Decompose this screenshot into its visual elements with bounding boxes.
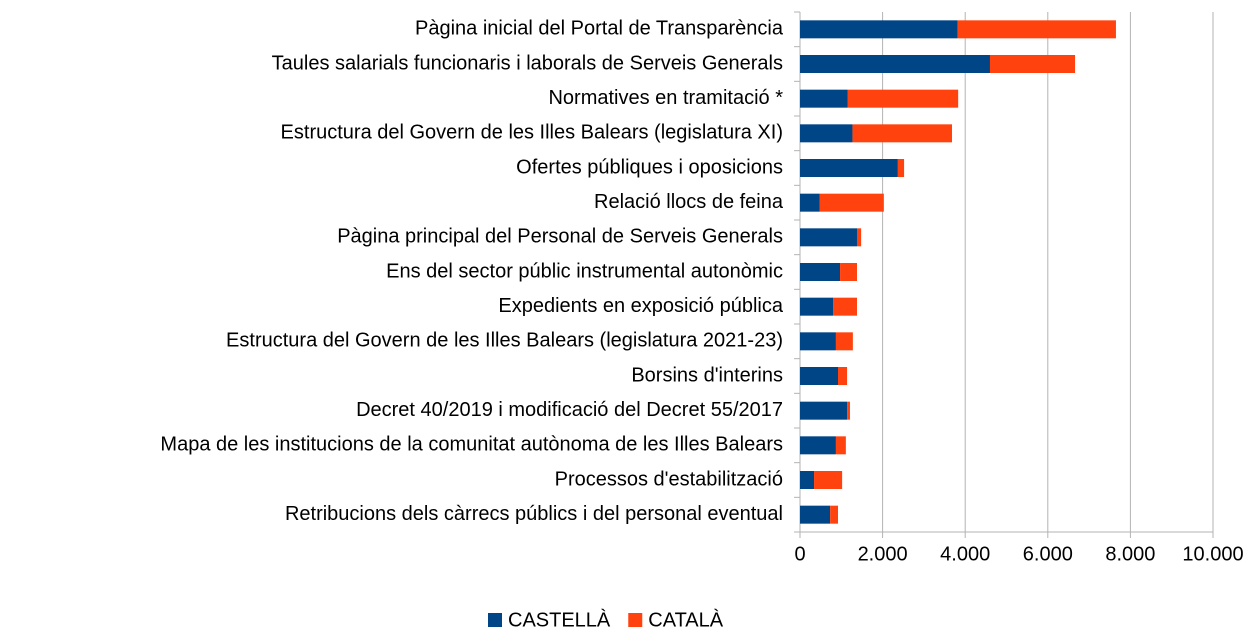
bar: [800, 401, 848, 420]
legend-swatch: [488, 613, 502, 627]
bar: [989, 55, 1076, 73]
bar: [800, 55, 990, 73]
x-tick-label: 2.000: [858, 543, 908, 565]
y-tick-label: Pàgina inicial del Portal de Transparènc…: [415, 18, 784, 40]
bar: [837, 367, 848, 385]
bar: [800, 367, 838, 385]
bar: [819, 193, 884, 212]
y-tick-label: Decret 40/2019 i modificació del Decret …: [356, 399, 783, 421]
bar: [800, 263, 841, 281]
bar: [835, 332, 853, 351]
y-tick-label: Estructura del Govern de les Illes Balea…: [226, 330, 783, 352]
bar: [835, 436, 846, 455]
bar: [800, 471, 815, 489]
bar: [800, 505, 831, 524]
bar: [800, 297, 834, 316]
y-tick-label: Taules salarials funcionaris i laborals …: [272, 52, 783, 74]
y-tick-label: Ofertes públiques i oposicions: [516, 156, 783, 178]
bar: [847, 89, 959, 108]
x-tick-label: 10.000: [1182, 543, 1243, 565]
x-tick-label: 0: [794, 543, 805, 565]
bar: [800, 124, 853, 143]
bar: [840, 263, 857, 281]
y-tick-label: Ens del sector públic instrumental auton…: [386, 260, 783, 282]
y-tick-label: Retribucions dels càrrecs públics i del …: [285, 503, 783, 525]
y-tick-label: Pàgina principal del Personal de Serveis…: [337, 226, 783, 248]
bar: [800, 228, 857, 247]
bar: [830, 505, 838, 524]
x-tick-label: 8.000: [1105, 543, 1155, 565]
bar: [800, 20, 958, 39]
x-tick-label: 6.000: [1023, 543, 1073, 565]
bar: [800, 332, 836, 351]
x-tick-label: 4.000: [940, 543, 990, 565]
bar: [800, 159, 898, 177]
legend-label: CASTELLÀ: [508, 608, 611, 630]
bar: [800, 193, 820, 212]
y-tick-label: Mapa de les institucions de la comunitat…: [160, 434, 783, 456]
bar: [800, 436, 836, 455]
legend-label: CATALÀ: [648, 608, 723, 630]
bar: [897, 159, 905, 177]
bar: [847, 401, 850, 420]
bar: [957, 20, 1116, 39]
y-tick-label: Processos d'estabilització: [555, 468, 783, 490]
bar: [833, 297, 857, 316]
y-tick-label: Estructura del Govern de les Illes Balea…: [281, 122, 783, 144]
bar: [800, 89, 848, 108]
y-tick-label: Expedients en exposició pública: [498, 295, 784, 317]
bar: [852, 124, 952, 143]
y-tick-label: Normatives en tramitació *: [548, 87, 783, 109]
y-tick-label: Relació llocs de feina: [594, 191, 784, 213]
bar: [814, 471, 843, 489]
bar: [856, 228, 862, 247]
y-tick-label: Borsins d'interins: [631, 364, 783, 386]
legend-swatch: [628, 613, 643, 627]
